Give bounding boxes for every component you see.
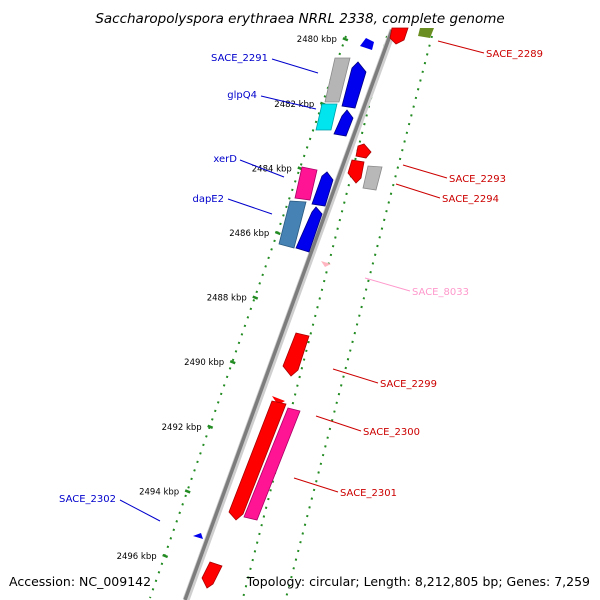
- topology-label: Topology: circular; Length: 8,212,805 bp…: [246, 574, 590, 589]
- cds-sace-2301-pink[interactable]: [243, 407, 301, 521]
- dotted-track-outer-left: [149, 35, 347, 599]
- cds-sace-8033-lightpink[interactable]: [321, 261, 331, 267]
- kbp-tick-label: 2480 kbp: [297, 35, 337, 45]
- gene-label-sace-2300[interactable]: SACE_2300: [363, 427, 420, 438]
- gene-labels: SACE_2291 glpQ4 xerD dapE2 SACE_2302 SAC…: [59, 49, 543, 505]
- cds-sace-2294-gray[interactable]: [362, 165, 383, 191]
- kbp-tick-mark: [162, 553, 169, 559]
- kbp-tick-label: 2490 kbp: [184, 358, 224, 368]
- gene-label-glpq4[interactable]: glpQ4: [227, 90, 257, 101]
- cds-sace-2300-red[interactable]: [228, 400, 287, 521]
- cds-sace-2299-red[interactable]: [282, 332, 310, 377]
- cds-red-top[interactable]: [389, 27, 409, 45]
- gene-label-sace-2302[interactable]: SACE_2302: [59, 494, 116, 505]
- kbp-tick-mark: [274, 230, 281, 236]
- cds-blue-1[interactable]: [341, 61, 367, 109]
- gene-label-xerd[interactable]: xerD: [213, 154, 237, 165]
- kbp-tick-label: 2492 kbp: [162, 423, 202, 433]
- gene-label-dape2[interactable]: dapE2: [192, 194, 224, 205]
- kbp-tick-label: 2482 kbp: [274, 100, 314, 110]
- cds-red-bottom[interactable]: [201, 561, 223, 589]
- cds-blue-3[interactable]: [311, 171, 334, 207]
- map-title: Saccharopolyspora erythraea NRRL 2338, c…: [95, 11, 504, 27]
- gene-label-sace-2291[interactable]: SACE_2291: [211, 53, 268, 64]
- kbp-tick-mark: [342, 37, 349, 42]
- kbp-tick-mark: [229, 360, 236, 365]
- accession-label: Accession: NC_009142: [9, 574, 151, 589]
- cds-dape2-steelblue[interactable]: [278, 200, 307, 249]
- kbp-tick-mark: [252, 295, 259, 300]
- gene-label-sace-2301[interactable]: SACE_2301: [340, 488, 397, 499]
- cds-xerd-pink[interactable]: [294, 166, 318, 201]
- kbp-tick-label: 2486 kbp: [229, 229, 269, 239]
- cds-red-2293-b[interactable]: [347, 159, 365, 184]
- kbp-tick-label: 2494 kbp: [139, 487, 179, 497]
- gene-label-sace-2293[interactable]: SACE_2293: [449, 174, 506, 185]
- gene-label-sace-2289[interactable]: SACE_2289: [486, 49, 543, 60]
- cds-red-2293-a[interactable]: [355, 143, 372, 159]
- cds-glpq4-cyan[interactable]: [315, 103, 338, 131]
- forward-strand-features: [193, 38, 374, 539]
- kbp-tick-mark: [207, 424, 214, 429]
- cds-blue-4[interactable]: [295, 206, 323, 253]
- cds-sace-2291-gray[interactable]: [324, 57, 351, 103]
- cds-blue-2[interactable]: [333, 109, 354, 137]
- reverse-strand-features: [201, 27, 434, 589]
- dotted-track-inner-right: [242, 35, 388, 599]
- gene-label-sace-8033[interactable]: SACE_8033: [412, 287, 469, 298]
- kbp-tick-mark: [184, 489, 191, 494]
- label-leaders: [119, 40, 485, 522]
- cds-blue-top[interactable]: [360, 38, 374, 50]
- gene-label-sace-2299[interactable]: SACE_2299: [380, 379, 437, 390]
- genome-backbone: [183, 29, 394, 600]
- cds-olive-top[interactable]: [418, 28, 434, 38]
- kbp-tick-label: 2496 kbp: [117, 552, 157, 562]
- cds-blue-5[interactable]: [193, 533, 203, 539]
- kbp-tick-label: 2488 kbp: [207, 294, 247, 304]
- kbp-ticks: 2480 kbp 2482 kbp 2484 kbp 2486 kbp 2488 kbp…: [117, 35, 349, 562]
- kbp-tick-label: 2484 kbp: [252, 164, 292, 174]
- gene-label-sace-2294[interactable]: SACE_2294: [442, 194, 499, 205]
